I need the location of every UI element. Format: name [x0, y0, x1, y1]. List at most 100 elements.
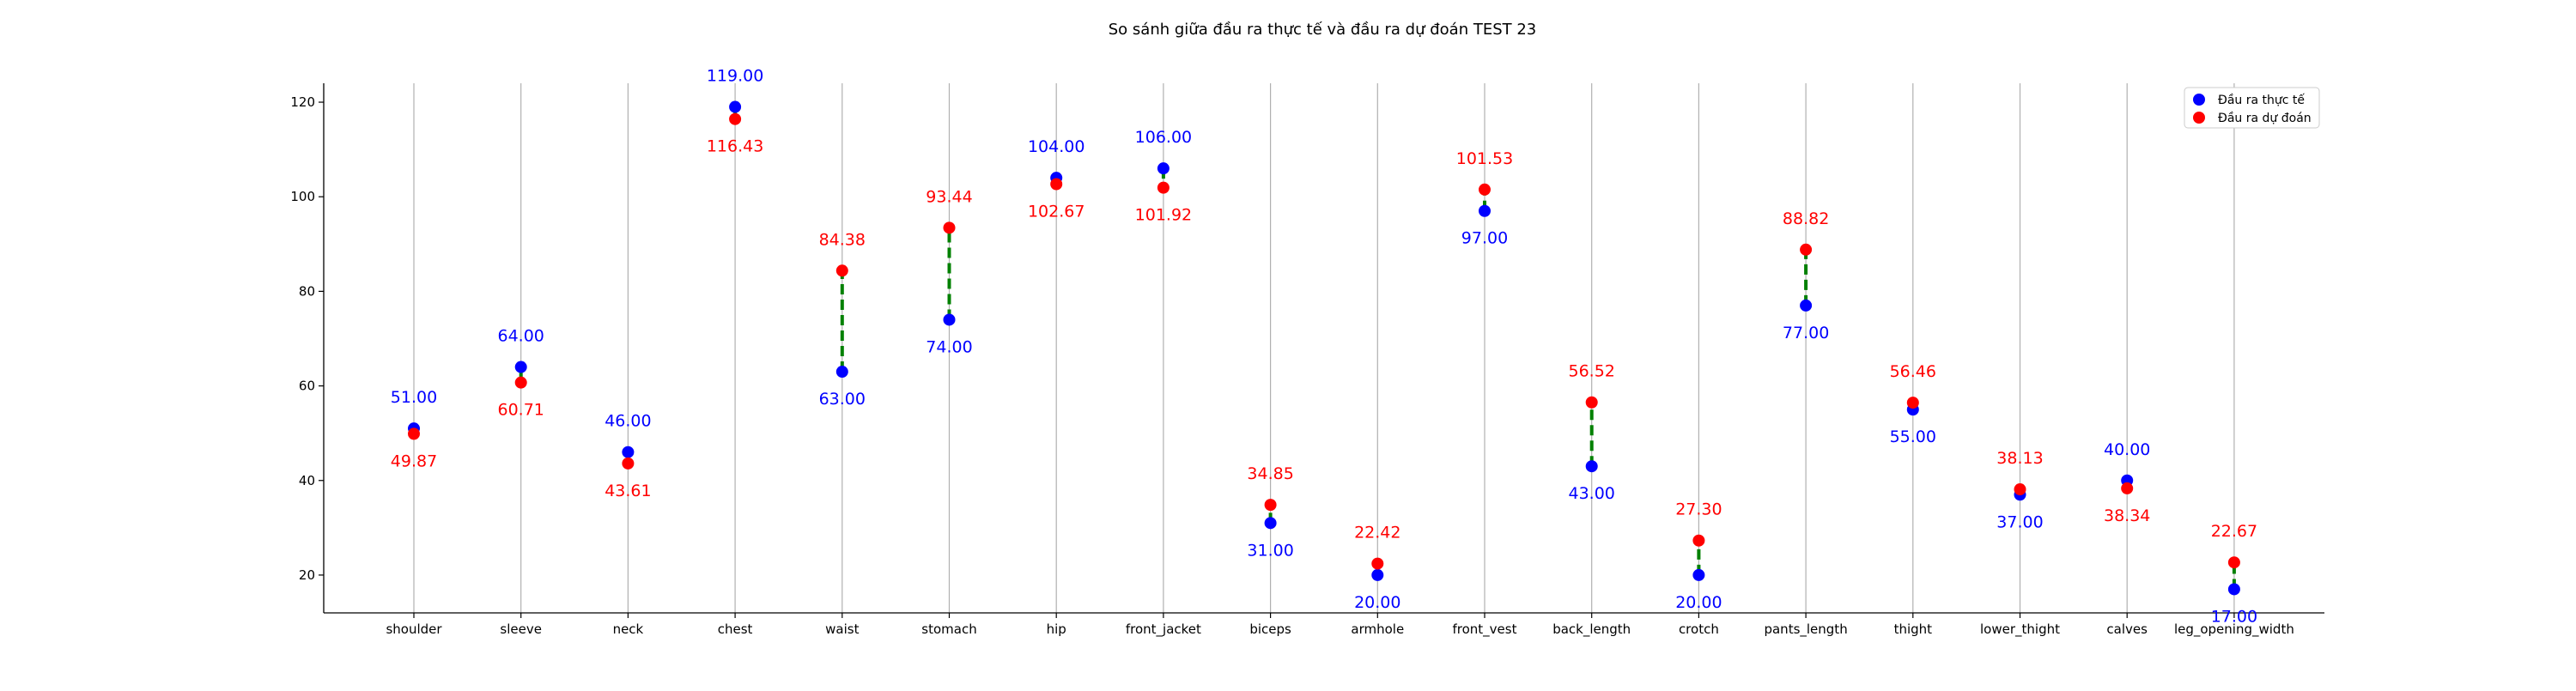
- predicted-value-label: 93.44: [926, 187, 972, 206]
- predicted-value-label: 101.92: [1135, 206, 1192, 225]
- actual-point-pants_length: [1800, 299, 1813, 312]
- actual-value-label: 74.00: [926, 337, 972, 356]
- actual-value-label: 106.00: [1135, 128, 1192, 147]
- y-tick-label: 60: [299, 379, 315, 394]
- predicted-point-crotch: [1692, 534, 1705, 547]
- predicted-value-label: 102.67: [1028, 203, 1084, 221]
- predicted-value-label: 101.53: [1456, 149, 1513, 168]
- legend-marker: [2193, 112, 2205, 124]
- axes: shoulder sleeve neck chest waist stomach hip fr…: [290, 83, 2324, 638]
- legend-marker: [2193, 94, 2205, 106]
- predicted-value-label: 38.13: [1996, 449, 2043, 468]
- actual-point-neck: [622, 446, 635, 458]
- predicted-value-label: 34.85: [1247, 464, 1293, 483]
- actual-value-label: 20.00: [1354, 593, 1400, 612]
- predicted-value-label: 49.87: [391, 452, 437, 470]
- x-tick-label: front_vest: [1453, 621, 1517, 638]
- x-tick-label: front_jacket: [1126, 621, 1201, 638]
- predicted-point-front_vest: [1479, 183, 1491, 196]
- grid-lines: [413, 83, 2235, 613]
- actual-value-label: 31.00: [1247, 541, 1293, 560]
- x-tick-label: armhole: [1351, 621, 1404, 637]
- x-tick-label: lower_thight: [1980, 621, 2060, 638]
- predicted-value-label: 116.43: [707, 137, 763, 156]
- actual-value-label: 51.00: [391, 388, 437, 407]
- x-tick-label: pants_length: [1764, 621, 1847, 638]
- actual-value-label: 37.00: [1996, 512, 2043, 531]
- x-tick-label: biceps: [1249, 621, 1291, 637]
- x-tick-label: back_length: [1552, 621, 1631, 638]
- x-tick-label: neck: [613, 621, 644, 637]
- x-tick-label: leg_opening_width: [2174, 621, 2294, 638]
- predicted-value-label: 38.34: [2104, 506, 2150, 525]
- predicted-point-front_jacket: [1157, 181, 1170, 194]
- x-tick-label: thight: [1894, 621, 1933, 637]
- legend-box: [2184, 87, 2320, 129]
- actual-point-back_length: [1585, 460, 1598, 473]
- y-tick-label: 100: [290, 189, 315, 204]
- actual-point-leg_opening_width: [2227, 583, 2240, 596]
- actual-value-label: 119.00: [707, 67, 763, 86]
- predicted-value-label: 84.38: [819, 230, 866, 249]
- x-tick-label: sleeve: [500, 621, 542, 637]
- x-tick-label: hip: [1047, 621, 1066, 637]
- predicted-value-label: 22.42: [1354, 524, 1400, 542]
- connectors: [412, 106, 2236, 590]
- actual-point-waist: [835, 366, 848, 379]
- predicted-point-leg_opening_width: [2227, 556, 2240, 569]
- predicted-point-waist: [835, 264, 848, 277]
- actual-point-crotch: [1692, 568, 1705, 581]
- actual-point-armhole: [1371, 568, 1384, 581]
- predicted-point-stomach: [943, 221, 956, 234]
- predicted-point-neck: [622, 457, 635, 470]
- x-tick-label: stomach: [921, 621, 976, 637]
- predicted-point-chest: [729, 112, 742, 125]
- x-tick-label: crotch: [1679, 621, 1719, 637]
- actual-value-label: 97.00: [1461, 229, 1508, 248]
- predicted-point-biceps: [1264, 499, 1277, 512]
- actual-value-label: 43.00: [1568, 484, 1614, 503]
- chart-title: So sánh giữa đầu ra thực tế và đầu ra dự…: [1109, 21, 1537, 39]
- y-tick-label: 20: [299, 567, 315, 583]
- actual-value-label: 20.00: [1675, 593, 1722, 612]
- predicted-value-label: 88.82: [1783, 209, 1829, 228]
- x-tick-label: chest: [718, 621, 753, 637]
- data-labels: 51.00 49.87 64.00 60.71 46.00 43.61 119.00 116.…: [391, 67, 2257, 627]
- predicted-value-label: 43.61: [605, 482, 651, 500]
- actual-value-label: 55.00: [1890, 427, 1936, 446]
- predicted-point-hip: [1050, 178, 1063, 191]
- actual-point-front_jacket: [1157, 162, 1170, 175]
- actual-value-label: 63.00: [819, 390, 866, 409]
- predicted-value-label: 22.67: [2211, 522, 2257, 541]
- predicted-value-label: 60.71: [497, 401, 544, 420]
- predicted-value-label: 56.52: [1568, 362, 1614, 381]
- predicted-point-lower_thight: [2014, 483, 2026, 496]
- actual-value-label: 104.00: [1028, 137, 1084, 156]
- predicted-point-sleeve: [514, 376, 527, 389]
- y-tick-label: 40: [299, 473, 315, 488]
- actual-point-front_vest: [1479, 204, 1491, 217]
- x-tick-label: shoulder: [386, 621, 442, 637]
- actual-value-label: 77.00: [1783, 324, 1829, 342]
- legend-label: Đầu ra thực tế: [2218, 93, 2305, 107]
- legend-label: Đầu ra dự đoán: [2218, 112, 2312, 125]
- predicted-point-armhole: [1371, 557, 1384, 570]
- actual-value-label: 40.00: [2104, 440, 2150, 459]
- y-tick-label: 120: [290, 94, 315, 110]
- y-tick-label: 80: [299, 283, 315, 299]
- predicted-point-thight: [1906, 397, 1919, 409]
- predicted-point-pants_length: [1800, 243, 1813, 256]
- x-tick-label: waist: [825, 621, 859, 637]
- predicted-value-label: 27.30: [1675, 500, 1722, 519]
- predicted-point-calves: [2121, 482, 2134, 494]
- actual-value-label: 64.00: [497, 327, 544, 346]
- actual-point-biceps: [1264, 517, 1277, 530]
- actual-value-label: 17.00: [2211, 607, 2257, 626]
- actual-point-chest: [729, 100, 742, 113]
- data-points: [408, 100, 2240, 596]
- predicted-point-shoulder: [408, 427, 420, 440]
- x-tick-label: calves: [2106, 621, 2148, 637]
- actual-point-sleeve: [514, 361, 527, 373]
